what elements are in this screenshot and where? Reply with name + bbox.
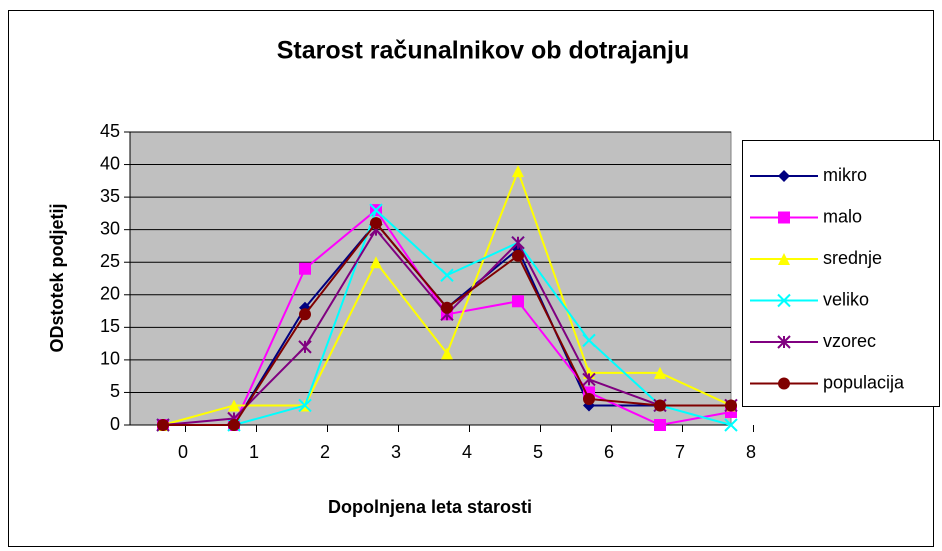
y-tick-label: 30: [100, 218, 120, 238]
y-tick-label: 20: [100, 284, 120, 304]
marker: [724, 418, 738, 432]
legend-label: malo: [823, 206, 862, 226]
marker: [440, 268, 454, 282]
marker: [512, 165, 524, 178]
marker: [228, 399, 240, 412]
marker: [228, 419, 240, 431]
x-tick-label: 4: [462, 442, 472, 462]
x-axis-label: Dopolnjena leta starosti: [328, 497, 532, 517]
legend-label: veliko: [823, 289, 869, 309]
marker: [441, 301, 453, 314]
legend-box: [742, 140, 940, 407]
marker: [299, 308, 311, 321]
y-axis-label: ODstotek podjetij: [47, 203, 67, 352]
legend-label: srednje: [823, 248, 882, 268]
marker: [299, 262, 311, 275]
legend-label: mikro: [823, 165, 867, 185]
y-tick-label: 40: [100, 153, 120, 173]
legend-marker: [778, 211, 790, 224]
x-tick-label: 0: [178, 442, 188, 462]
marker: [512, 249, 524, 262]
marker: [370, 256, 382, 269]
marker: [583, 392, 595, 405]
legend-marker: [778, 377, 790, 390]
legend-label: vzorec: [823, 331, 876, 351]
marker: [441, 347, 453, 360]
marker: [298, 398, 312, 413]
marker: [298, 340, 312, 354]
x-tick-label: 3: [391, 442, 401, 462]
marker: [512, 295, 524, 308]
chart-title: Starost računalnikov ob dotrajanju: [277, 37, 690, 65]
plot-area: [129, 131, 732, 426]
y-tick-label: 35: [100, 186, 120, 206]
y-tick-label: 45: [100, 121, 120, 141]
x-tick-label: 1: [249, 442, 259, 462]
x-tick-label: 8: [746, 442, 756, 462]
legend-marker: [778, 170, 790, 182]
y-tick-label: 15: [100, 316, 120, 336]
x-tick-label: 6: [604, 442, 614, 462]
marker: [654, 399, 666, 412]
x-tick-label: 5: [533, 442, 543, 462]
legend-marker: [777, 335, 791, 349]
y-tick-label: 5: [110, 381, 120, 401]
y-tick-label: 0: [110, 414, 120, 434]
marker: [582, 372, 596, 387]
marker: [582, 333, 596, 348]
marker: [725, 399, 737, 412]
marker: [654, 366, 666, 379]
x-tick-label: 2: [320, 442, 330, 462]
marker: [369, 203, 383, 217]
x-tick-label: 7: [675, 442, 685, 462]
marker: [370, 217, 382, 230]
legend-marker: [777, 293, 791, 308]
y-tick-label: 25: [100, 251, 120, 271]
legend-marker: [778, 253, 790, 265]
marker: [511, 235, 525, 250]
marker: [654, 419, 666, 431]
y-tick-label: 10: [100, 349, 120, 369]
legend-label: populacija: [823, 372, 905, 392]
marker: [157, 419, 169, 431]
